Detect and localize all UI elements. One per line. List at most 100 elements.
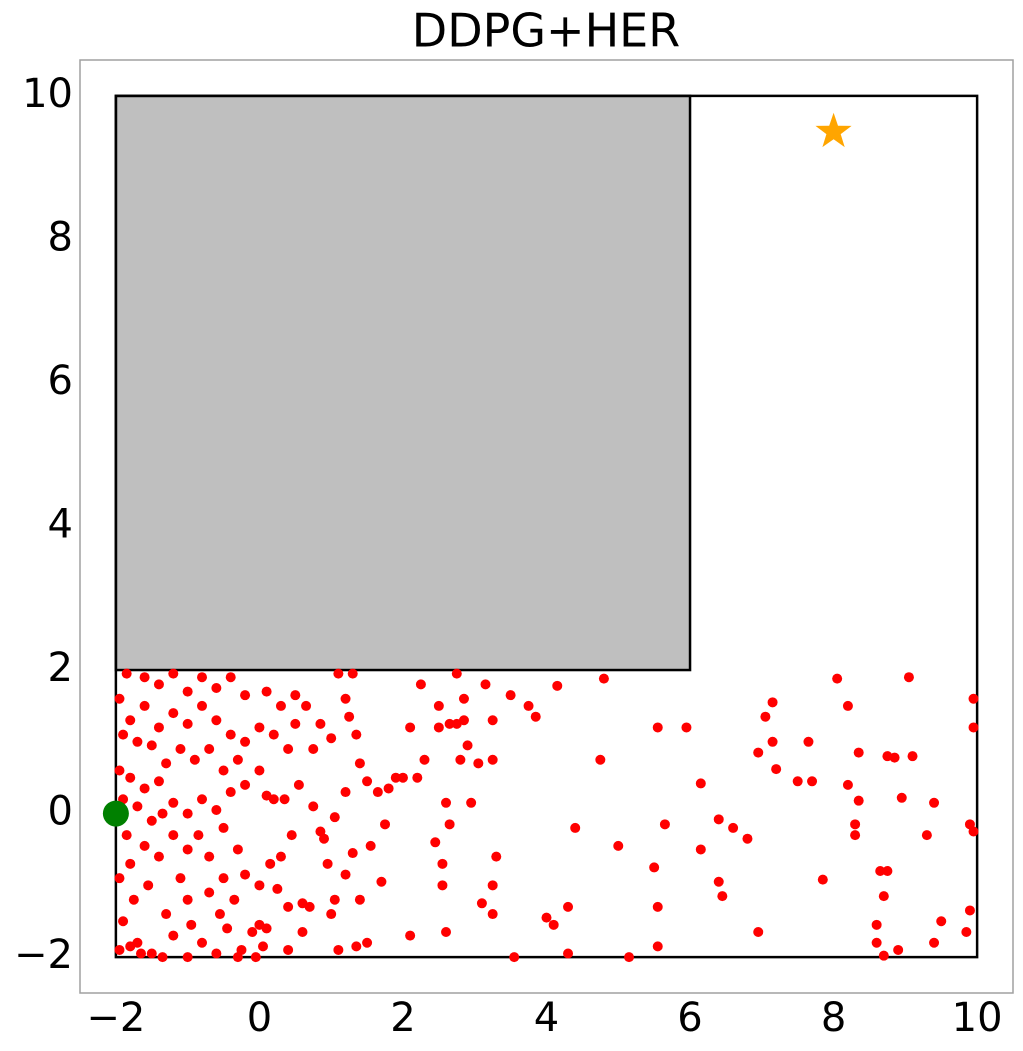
scatter-point — [803, 736, 814, 747]
scatter-point — [882, 865, 893, 876]
scatter-point — [182, 894, 193, 905]
scatter-point — [153, 851, 164, 862]
scatter-point — [340, 869, 351, 880]
scatter-point — [717, 891, 728, 902]
scatter-point — [308, 801, 319, 812]
scatter-point — [182, 952, 193, 963]
scatter-point — [168, 830, 179, 841]
scatter-point — [832, 673, 843, 684]
scatter-point — [146, 740, 157, 751]
scatter-point — [197, 937, 208, 948]
y-tick-label: 10 — [22, 71, 73, 117]
scatter-point — [197, 700, 208, 711]
scatter-point — [936, 916, 947, 927]
scatter-point — [878, 891, 889, 902]
scatter-point — [552, 680, 563, 691]
scatter-point — [114, 765, 125, 776]
scatter-point — [229, 894, 240, 905]
scatter-point — [695, 778, 706, 789]
scatter-point — [240, 869, 251, 880]
scatter-point — [326, 733, 337, 744]
scatter-point — [218, 822, 229, 833]
obstacle — [114, 94, 692, 672]
scatter-point — [340, 693, 351, 704]
scatter-point — [351, 941, 362, 952]
scatter-point — [347, 668, 358, 679]
x-tick-label: 0 — [247, 995, 272, 1041]
scatter-point — [268, 729, 279, 740]
scatter-point — [842, 779, 853, 790]
scatter-point — [451, 718, 462, 729]
scatter-point — [437, 880, 448, 891]
scatter-point — [380, 819, 391, 830]
scatter-point — [240, 690, 251, 701]
scatter-point — [315, 826, 326, 837]
scatter-point — [290, 718, 301, 729]
scatter-point — [293, 779, 304, 790]
scatter-point — [182, 844, 193, 855]
scatter-point — [146, 948, 157, 959]
scatter-point — [598, 673, 609, 684]
scatter-point — [455, 754, 466, 765]
scatter-point — [365, 840, 376, 851]
scatter-point — [128, 894, 139, 905]
scatter-point — [964, 905, 975, 916]
scatter-point — [333, 944, 344, 955]
scatter-point — [509, 952, 520, 963]
scatter-point — [329, 894, 340, 905]
scatter-point — [713, 876, 724, 887]
scatter-point — [354, 894, 365, 905]
scatter-point — [372, 787, 383, 798]
scatter-point — [125, 772, 136, 783]
scatter-point — [136, 948, 147, 959]
scatter-point — [240, 779, 251, 790]
scatter-point — [265, 858, 276, 869]
scatter-point — [505, 690, 516, 701]
scatter-point — [563, 948, 574, 959]
scatter-point — [204, 887, 215, 898]
scatter-point — [624, 952, 635, 963]
goal-star — [815, 112, 852, 148]
scatter-point — [283, 901, 294, 912]
y-tick-label: 8 — [48, 214, 73, 260]
scatter-point — [211, 715, 222, 726]
scatter-point — [308, 743, 319, 754]
scatter-point — [354, 758, 365, 769]
scatter-point — [437, 858, 448, 869]
scatter-point — [728, 822, 739, 833]
y-tick-label: 4 — [48, 502, 73, 548]
scatter-point — [121, 668, 132, 679]
scatter-point — [613, 840, 624, 851]
scatter-point — [921, 830, 932, 841]
scatter-point — [225, 787, 236, 798]
scatter-point — [204, 743, 215, 754]
scatter-point — [168, 930, 179, 941]
scatter-point — [412, 772, 423, 783]
scatter-point — [340, 787, 351, 798]
scatter-point — [283, 743, 294, 754]
scatter-point — [548, 919, 559, 930]
scatter-point — [850, 830, 861, 841]
arena-boundary — [114, 94, 979, 959]
scatter-point — [322, 858, 333, 869]
scatter-point — [767, 736, 778, 747]
scatter-point — [175, 743, 186, 754]
scatter-point — [842, 700, 853, 711]
scatter-point — [903, 672, 914, 683]
scatter-point — [458, 693, 469, 704]
scatter-point — [405, 930, 416, 941]
scatter-point — [161, 909, 172, 920]
scatter-point — [168, 708, 179, 719]
scatter-point — [968, 693, 979, 704]
scatter-point — [157, 808, 168, 819]
scatter-point — [182, 718, 193, 729]
scatter-point — [419, 754, 430, 765]
scatter-point — [139, 783, 150, 794]
scatter-point — [218, 765, 229, 776]
scatter-point — [114, 944, 125, 955]
scatter-point — [430, 837, 441, 848]
y-tick-label: 6 — [48, 358, 73, 404]
scatter-point — [968, 722, 979, 733]
scatter-point — [878, 950, 889, 961]
